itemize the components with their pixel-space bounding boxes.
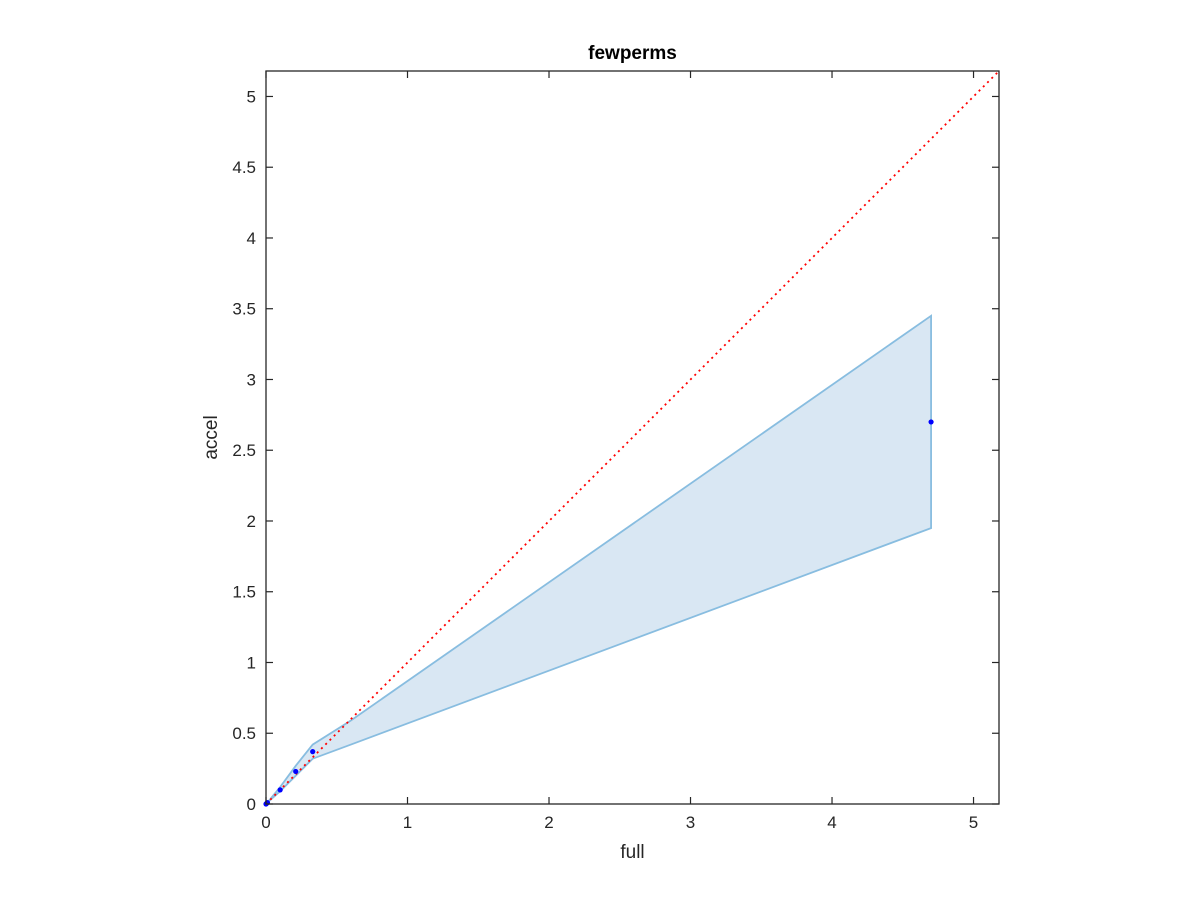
y-tick-label: 3.5 (232, 300, 256, 319)
band-fill (266, 315, 932, 804)
y-tick-label: 2.5 (232, 441, 256, 460)
x-tick-label: 3 (686, 813, 695, 832)
plot-frame (265, 70, 1000, 805)
y-tick-label: 4 (247, 229, 256, 248)
chart-title: fewperms (588, 43, 677, 64)
data-point (928, 419, 934, 425)
x-tick-label: 0 (261, 813, 270, 832)
y-tick-label: 4.5 (232, 158, 256, 177)
y-tick-label: 5 (247, 87, 256, 106)
x-tick-label: 2 (544, 813, 553, 832)
y-tick-label: 0 (247, 795, 256, 814)
y-tick-label: 2 (247, 512, 256, 531)
x-tick-label: 4 (827, 813, 836, 832)
axis-ticks: 0 1 2 3 4 5 0 0.5 1 1.5 2 2.5 3 3.5 4 4.5 5 (232, 71, 999, 832)
y-tick-label: 1 (247, 653, 256, 672)
data-point (310, 749, 316, 755)
data-point (277, 787, 283, 793)
y-tick-label: 3 (247, 370, 256, 389)
y-tick-label: 1.5 (232, 583, 256, 602)
data-point (293, 768, 299, 775)
x-tick-label: 1 (403, 813, 412, 832)
x-tick-label: 5 (969, 813, 978, 832)
y-axis-label: accel (201, 415, 222, 459)
x-axis-label: full (620, 842, 644, 863)
y-tick-label: 0.5 (232, 724, 256, 743)
